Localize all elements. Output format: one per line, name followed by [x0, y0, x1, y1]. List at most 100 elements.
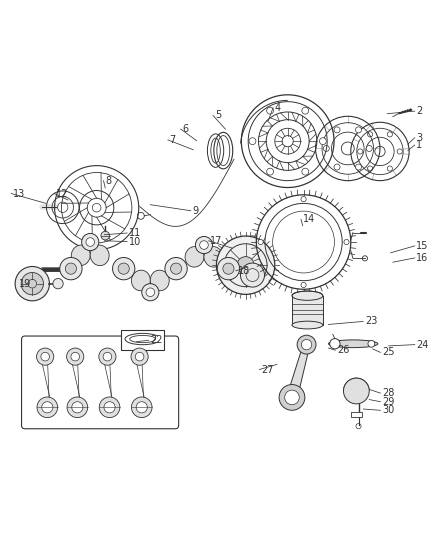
Circle shape	[223, 263, 234, 274]
Text: 22: 22	[150, 335, 163, 345]
Circle shape	[319, 138, 326, 144]
Circle shape	[142, 284, 159, 301]
Text: 29: 29	[382, 397, 395, 407]
Circle shape	[71, 352, 80, 361]
Ellipse shape	[328, 340, 378, 348]
Text: 19: 19	[19, 279, 32, 289]
Ellipse shape	[130, 335, 155, 343]
Text: 9: 9	[192, 206, 198, 216]
Circle shape	[131, 397, 152, 417]
Text: 14: 14	[303, 214, 315, 224]
Circle shape	[146, 288, 155, 296]
Ellipse shape	[185, 247, 204, 267]
Circle shape	[387, 132, 392, 137]
Circle shape	[36, 348, 54, 365]
Circle shape	[103, 352, 112, 361]
Circle shape	[330, 338, 340, 349]
Circle shape	[136, 402, 147, 413]
Circle shape	[323, 146, 329, 151]
Circle shape	[344, 239, 349, 245]
Circle shape	[216, 236, 275, 294]
Text: 1: 1	[417, 140, 423, 150]
Text: 30: 30	[382, 405, 394, 415]
Text: 15: 15	[417, 241, 429, 251]
Circle shape	[118, 263, 129, 274]
Circle shape	[334, 127, 340, 133]
Circle shape	[67, 397, 88, 417]
Circle shape	[367, 132, 373, 137]
Circle shape	[42, 402, 53, 413]
Text: 6: 6	[183, 124, 189, 134]
Text: 28: 28	[382, 388, 395, 398]
Ellipse shape	[71, 245, 90, 265]
Ellipse shape	[131, 270, 150, 290]
Circle shape	[81, 233, 99, 251]
Text: 16: 16	[417, 253, 429, 263]
Circle shape	[170, 263, 182, 274]
Text: 3: 3	[417, 133, 423, 143]
Circle shape	[131, 348, 148, 365]
Text: 25: 25	[382, 348, 395, 357]
Circle shape	[267, 168, 273, 175]
Circle shape	[135, 352, 144, 361]
Ellipse shape	[292, 321, 323, 329]
Circle shape	[67, 348, 84, 365]
Circle shape	[368, 341, 375, 347]
Circle shape	[99, 348, 116, 365]
Circle shape	[279, 384, 305, 410]
Text: 4: 4	[275, 103, 281, 112]
Circle shape	[387, 166, 392, 171]
Ellipse shape	[90, 245, 109, 265]
Circle shape	[301, 340, 312, 350]
Text: 18: 18	[237, 266, 250, 276]
Text: 13: 13	[13, 189, 25, 198]
Ellipse shape	[292, 291, 323, 300]
Text: 7: 7	[170, 135, 176, 145]
Circle shape	[165, 257, 187, 280]
Text: 26: 26	[337, 345, 350, 355]
Circle shape	[60, 257, 82, 280]
Bar	[292, 296, 323, 325]
Circle shape	[113, 257, 135, 280]
Circle shape	[334, 164, 340, 170]
Circle shape	[302, 168, 309, 175]
Circle shape	[366, 146, 372, 151]
Text: 10: 10	[129, 237, 141, 247]
Circle shape	[217, 257, 240, 280]
FancyBboxPatch shape	[21, 336, 179, 429]
Circle shape	[240, 263, 265, 287]
Circle shape	[15, 266, 49, 301]
Circle shape	[258, 239, 263, 245]
Polygon shape	[286, 345, 310, 398]
Text: 27: 27	[261, 365, 274, 375]
Circle shape	[101, 231, 110, 240]
Circle shape	[53, 279, 63, 289]
Circle shape	[200, 241, 208, 249]
Circle shape	[358, 149, 363, 154]
Bar	[351, 413, 361, 417]
Text: 17: 17	[210, 236, 223, 246]
Circle shape	[267, 107, 273, 114]
Circle shape	[249, 138, 256, 144]
Circle shape	[343, 378, 369, 404]
Ellipse shape	[150, 270, 169, 290]
Circle shape	[72, 402, 83, 413]
Text: 23: 23	[365, 317, 377, 326]
Circle shape	[99, 397, 120, 417]
Circle shape	[195, 237, 212, 254]
Circle shape	[65, 263, 77, 274]
Circle shape	[397, 149, 402, 154]
Circle shape	[21, 272, 43, 295]
Circle shape	[37, 397, 58, 417]
Circle shape	[237, 256, 254, 274]
Circle shape	[301, 282, 306, 287]
Text: 8: 8	[105, 176, 111, 185]
Text: 2: 2	[417, 106, 423, 116]
Circle shape	[367, 166, 373, 171]
Circle shape	[297, 335, 316, 354]
Circle shape	[86, 238, 95, 246]
Bar	[121, 329, 164, 350]
Circle shape	[104, 402, 115, 413]
Circle shape	[356, 127, 361, 133]
Ellipse shape	[204, 247, 223, 267]
